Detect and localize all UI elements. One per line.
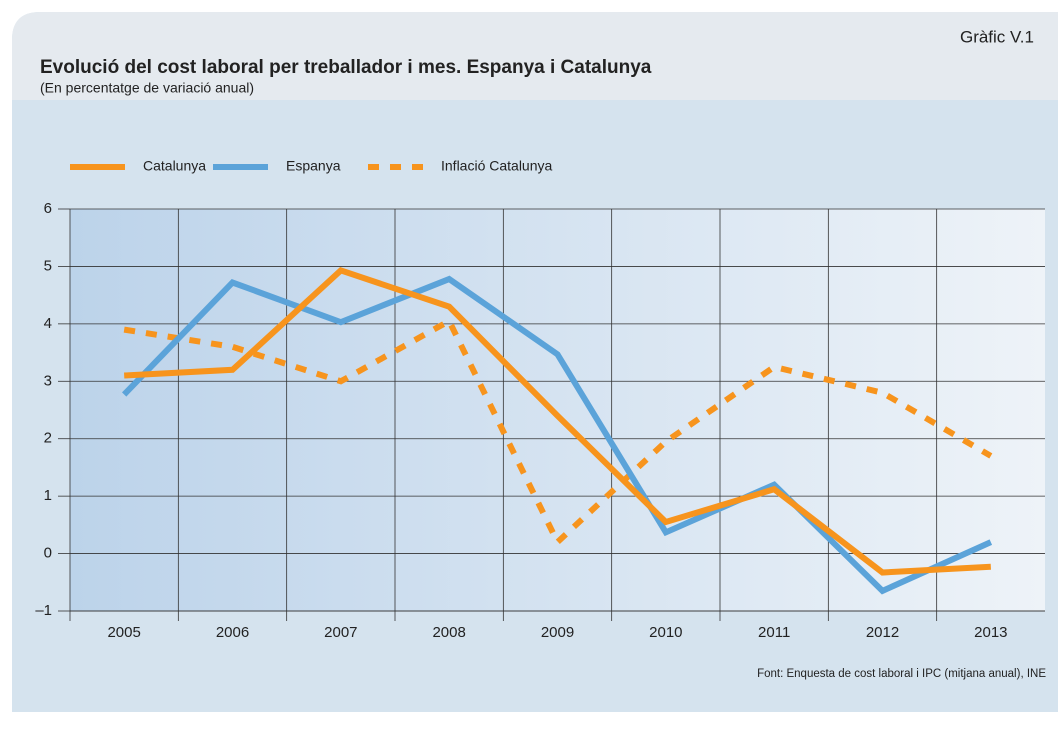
series-line bbox=[124, 267, 991, 576]
x-tick-label: 2010 bbox=[649, 624, 682, 641]
x-tick-label: 2009 bbox=[541, 624, 574, 641]
chart-subtitle: (En percentatge de variació anual) bbox=[40, 80, 254, 96]
header bbox=[12, 12, 1058, 100]
legend-label: Espanya bbox=[286, 158, 341, 174]
y-tick-label: 3 bbox=[44, 372, 52, 389]
x-tick-label: 2013 bbox=[974, 624, 1007, 641]
y-tick-label: 1 bbox=[44, 487, 52, 504]
legend-label: Catalunya bbox=[143, 158, 206, 174]
x-tick-label: 2011 bbox=[758, 624, 790, 641]
y-tick-label: –1 bbox=[35, 602, 52, 619]
y-tick-label: 6 bbox=[44, 200, 52, 217]
source: Font: Enquesta de cost laboral i IPC (mi… bbox=[757, 668, 1046, 680]
y-tick-label: 4 bbox=[44, 315, 52, 332]
x-tick-label: 2008 bbox=[432, 624, 465, 641]
legend-label: Inflació Catalunya bbox=[441, 158, 553, 174]
figure-label: Gràfic V.1 bbox=[960, 27, 1034, 46]
chart-title: Evolució del cost laboral per treballado… bbox=[40, 57, 652, 78]
y-tick-label: 0 bbox=[44, 545, 52, 562]
x-tick-label: 2012 bbox=[866, 624, 899, 641]
y-tick-label: 2 bbox=[44, 430, 52, 447]
plot-area bbox=[70, 209, 1045, 611]
x-tick-label: 2007 bbox=[324, 624, 357, 641]
series-line bbox=[122, 275, 993, 595]
x-tick-label: 2006 bbox=[216, 624, 249, 641]
y-tick-label: 5 bbox=[44, 257, 52, 274]
series-line bbox=[123, 316, 993, 548]
x-tick-label: 2005 bbox=[107, 624, 140, 641]
